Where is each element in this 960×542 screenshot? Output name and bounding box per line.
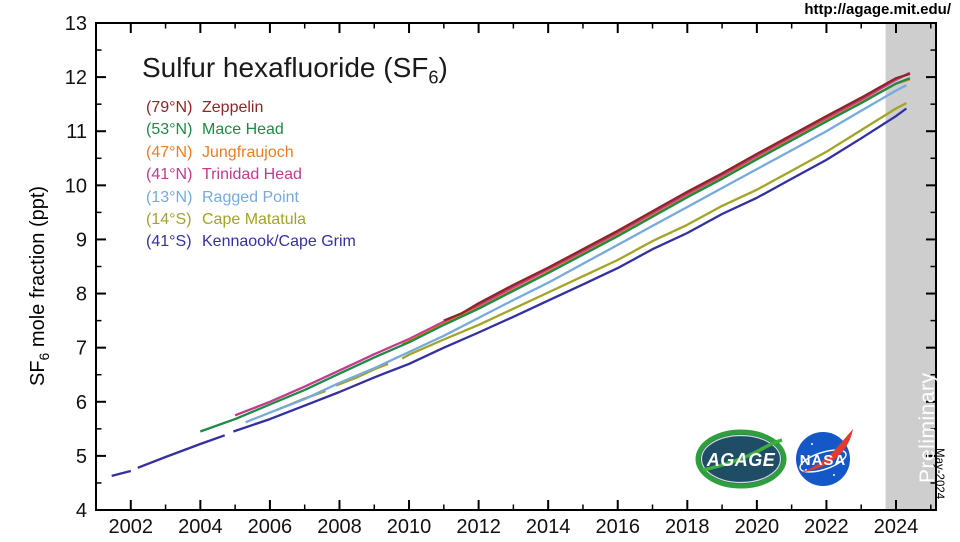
x-tick-label: 2012 — [456, 516, 501, 538]
series-line-ragged-point — [245, 84, 907, 424]
x-tick-label: 2010 — [387, 516, 432, 538]
legend-station-name: Mace Head — [202, 121, 284, 139]
legend-latitude: (14°S) — [146, 211, 192, 229]
x-tick-label: 2024 — [874, 516, 919, 538]
legend-latitude: (53°N) — [146, 121, 193, 139]
legend-item-cape-matatula: (14°S) Cape Matatula — [146, 209, 356, 231]
x-tick-label: 2002 — [109, 516, 154, 538]
y-tick-label: 5 — [76, 446, 87, 468]
series-line-cape-matatula — [335, 362, 389, 387]
legend-station-name: Kennaook/Cape Grim — [202, 233, 356, 251]
legend-station-name: Jungfraujoch — [202, 143, 294, 161]
legend-item-kennaook-cape-grim: (41°S) Kennaook/Cape Grim — [146, 231, 356, 253]
x-tick-label: 2004 — [178, 516, 223, 538]
station-legend: (79°N) Zeppelin (53°N) Mace Head (47°N) Jungf… — [146, 97, 356, 254]
legend-station-name: Cape Matatula — [202, 211, 307, 229]
y-axis-label: SF6 mole fraction (ppt) — [27, 185, 52, 386]
legend-latitude: (13°N) — [146, 188, 193, 206]
x-tick-label: 2020 — [735, 516, 780, 538]
plot-date-note: May-2024 — [933, 448, 945, 500]
x-tick-label: 2008 — [317, 516, 362, 538]
series-line-zeppelin — [443, 72, 911, 322]
series-line-trinidad-head — [234, 71, 911, 417]
series-line-kennaook-cape-grim — [137, 434, 226, 469]
legend-latitude: (79°N) — [146, 99, 193, 116]
y-tick-label: 9 — [76, 229, 87, 251]
y-tick-label: 7 — [76, 338, 87, 360]
plot-border — [95, 22, 937, 511]
legend-latitude: (41°S) — [146, 233, 192, 251]
series-line-cape-matatula — [401, 102, 907, 360]
legend-item-zeppelin: (79°N) Zeppelin — [146, 97, 356, 119]
legend-latitude: (47°N) — [146, 143, 193, 161]
legend-station-name: Zeppelin — [202, 99, 264, 116]
chart-title: Sulfur hexafluoride (SF6) — [142, 52, 448, 88]
preliminary-band — [885, 24, 935, 509]
y-tick-label: 4 — [76, 500, 87, 522]
x-tick-label: 2018 — [665, 516, 710, 538]
y-tick-label: 13 — [65, 13, 87, 35]
agage-url[interactable]: http://agage.mit.edu/ — [804, 1, 951, 18]
legend-item-ragged-point: (13°N) Ragged Point — [146, 187, 356, 209]
y-tick-label: 10 — [65, 175, 87, 197]
legend-item-mace-head: (53°N) Mace Head — [146, 119, 356, 141]
y-tick-label: 8 — [76, 284, 87, 306]
series-line-kennaook-cape-grim — [233, 107, 908, 433]
y-tick-label: 11 — [66, 121, 87, 143]
x-tick-label: 2014 — [526, 516, 571, 538]
legend-station-name: Ragged Point — [202, 188, 299, 206]
x-tick-label: 2022 — [804, 516, 849, 538]
y-tick-label: 6 — [76, 392, 87, 414]
series-line-kennaook-cape-grim — [111, 469, 132, 478]
legend-item-jungfraujoch: (47°N) Jungfraujoch — [146, 142, 356, 164]
legend-latitude: (41°N) — [146, 166, 193, 184]
y-tick-label: 12 — [65, 67, 87, 89]
x-tick-label: 2016 — [595, 516, 640, 538]
x-tick-label: 2006 — [248, 516, 293, 538]
legend-station-name: Trinidad Head — [202, 166, 302, 184]
legend-item-trinidad-head: (41°N) Trinidad Head — [146, 164, 356, 186]
series-line-mace-head — [199, 77, 911, 433]
